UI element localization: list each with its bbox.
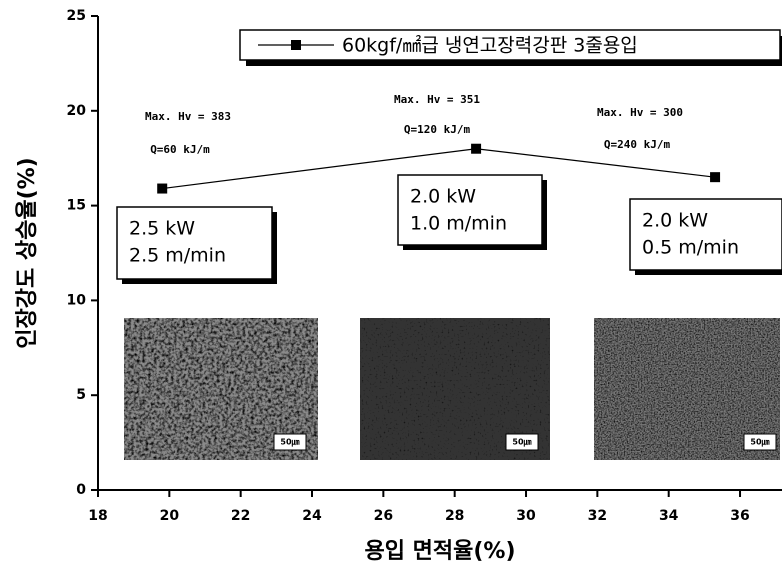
x-axis-label: 용입 면적율(%) [364, 539, 515, 564]
y-tick-label: 25 [67, 8, 86, 24]
point [471, 144, 481, 154]
annotation: Q=120 kJ/m [404, 123, 471, 136]
annotation: Max. Hv = 383 [145, 110, 231, 123]
scale-bar-label: 50㎛ [280, 438, 299, 448]
y-tick-label: 20 [67, 103, 87, 119]
condition-text: 2.5 m/min [129, 245, 226, 267]
x-tick-label: 36 [730, 508, 749, 524]
x-tick-label: 24 [302, 508, 322, 524]
annotation: Q=240 kJ/m [604, 138, 671, 151]
point [157, 184, 167, 194]
point [710, 172, 720, 182]
condition-text: 2.0 kW [642, 210, 708, 232]
condition-text: 2.5 kW [129, 218, 195, 240]
y-tick-label: 0 [76, 482, 86, 498]
x-tick-label: 22 [231, 508, 250, 524]
y-tick-label: 15 [67, 198, 86, 214]
condition-text: 0.5 m/min [642, 237, 739, 259]
y-tick-label: 10 [67, 292, 87, 308]
x-tick-label: 18 [88, 508, 107, 524]
condition-text: 1.0 m/min [410, 213, 507, 235]
legend-label: 60kgf/㎟급 냉연고장력강판 3줄용입 [342, 34, 638, 57]
annotation: Q=60 kJ/m [150, 143, 210, 156]
y-axis-label: 인장강도 상승율(%) [15, 157, 40, 349]
chart: 용입 면적율(%) 인장강도 상승율(%) 50㎛ 50㎛ 50㎛ 0 5 10 15 20 2… [0, 0, 782, 572]
x-tick-label: 32 [588, 508, 607, 524]
x-tick-label: 30 [516, 508, 536, 524]
annotation: Max. Hv = 351 [394, 93, 480, 106]
scale-bar-label: 50㎛ [750, 438, 769, 448]
annotation: Max. Hv = 300 [597, 106, 683, 119]
x-tick-label: 26 [374, 508, 393, 524]
y-tick-label: 5 [76, 387, 86, 403]
scale-bar-label: 50㎛ [512, 438, 531, 448]
legend-marker [291, 40, 301, 50]
x-tick-label: 34 [659, 508, 679, 524]
x-tick-label: 20 [160, 508, 180, 524]
x-tick-label: 28 [445, 508, 464, 524]
condition-text: 2.0 kW [410, 186, 476, 208]
